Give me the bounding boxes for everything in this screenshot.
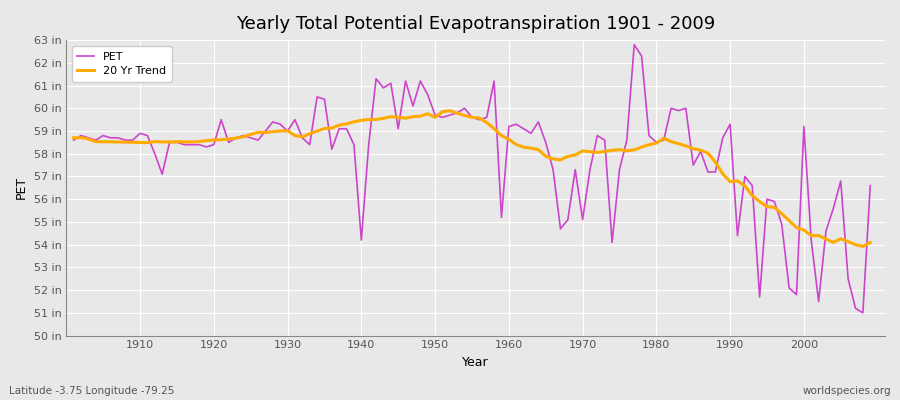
PET <box>496 215 507 220</box>
PET <box>592 133 603 138</box>
Title: Yearly Total Potential Evapotranspiration 1901 - 2009: Yearly Total Potential Evapotranspiratio… <box>236 15 716 33</box>
Line: PET: PET <box>74 45 870 313</box>
PET <box>68 138 79 142</box>
Text: worldspecies.org: worldspecies.org <box>803 386 891 396</box>
X-axis label: Year: Year <box>463 356 489 369</box>
20 Yr Trend <box>334 123 345 128</box>
Y-axis label: PET: PET <box>15 176 28 200</box>
PET <box>334 126 345 131</box>
PET <box>865 183 876 188</box>
20 Yr Trend <box>445 108 455 113</box>
20 Yr Trend <box>127 140 138 145</box>
20 Yr Trend <box>290 133 301 138</box>
PET <box>503 124 514 129</box>
PET <box>629 42 640 47</box>
PET <box>127 138 138 142</box>
Line: 20 Yr Trend: 20 Yr Trend <box>74 111 870 246</box>
20 Yr Trend <box>511 142 522 147</box>
Text: Latitude -3.75 Longitude -79.25: Latitude -3.75 Longitude -79.25 <box>9 386 175 396</box>
20 Yr Trend <box>503 137 514 142</box>
20 Yr Trend <box>599 149 610 154</box>
20 Yr Trend <box>865 240 876 245</box>
20 Yr Trend <box>858 244 868 249</box>
PET <box>858 310 868 315</box>
Legend: PET, 20 Yr Trend: PET, 20 Yr Trend <box>72 46 172 82</box>
20 Yr Trend <box>68 136 79 140</box>
PET <box>290 117 301 122</box>
